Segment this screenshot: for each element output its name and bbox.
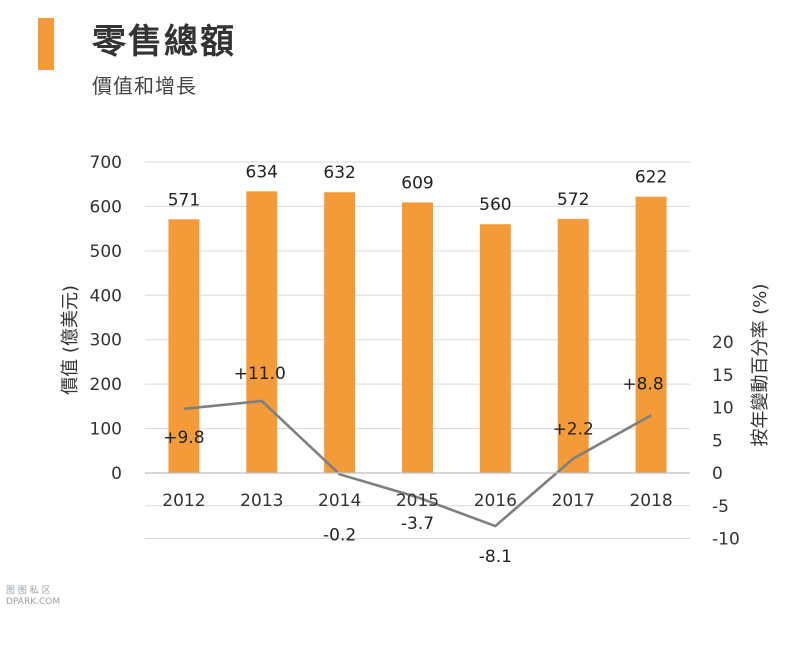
bar-value-label: 560 (479, 195, 511, 215)
page-subtitle: 價值和增長 (92, 74, 197, 98)
bar-value-label: 634 (246, 162, 278, 182)
left-tick-label: 500 (90, 242, 122, 262)
bar (324, 192, 356, 473)
line-value-label: +9.8 (163, 428, 204, 448)
labels: 571 634 632 609 560 572 622 +9.8 +11.0 -0.2 -3.7 -8… (163, 162, 667, 567)
axes: 0 100 200 300 400 500 600 700 -10 -5 0 5 10 15 20 2012 2… (60, 153, 771, 550)
bar (168, 219, 200, 473)
category-label: 2018 (629, 491, 672, 511)
left-tick-label: 300 (90, 331, 122, 351)
bar (557, 218, 589, 473)
left-axis-title: 價值 (億美元) (60, 285, 81, 395)
right-tick-label: 20 (712, 333, 734, 353)
category-label: 2012 (162, 491, 205, 511)
right-tick-label: 10 (712, 399, 734, 419)
right-tick-label: 5 (712, 431, 723, 451)
left-tick-label: 400 (90, 286, 122, 306)
right-axis-title: 按年變動百分率 (%) (750, 284, 771, 447)
bar (246, 191, 278, 473)
line-value-label: -3.7 (401, 514, 434, 534)
bar-value-label: 622 (635, 168, 667, 188)
category-label: 2015 (396, 491, 439, 511)
bar (479, 224, 511, 473)
bar-value-label: 609 (401, 173, 433, 193)
left-tick-label: 600 (90, 197, 122, 217)
title-accent-bar (38, 18, 54, 70)
category-label: 2016 (474, 491, 517, 511)
line-value-label: +8.8 (622, 374, 663, 394)
change-line (183, 399, 652, 528)
right-tick-label: 0 (712, 464, 723, 484)
bar-value-label: 571 (168, 190, 200, 210)
category-label: 2017 (552, 491, 595, 511)
left-tick-label: 200 (90, 375, 122, 395)
bar-value-label: 632 (323, 163, 355, 183)
line-value-label: -8.1 (479, 547, 512, 567)
left-tick-label: 0 (111, 464, 122, 484)
left-tick-label: 700 (90, 153, 122, 173)
right-tick-label: -5 (712, 497, 729, 517)
bar-value-label: 572 (557, 190, 589, 210)
bars (168, 191, 667, 473)
bar (635, 196, 667, 473)
category-label: 2013 (240, 491, 283, 511)
watermark-line2: DPARK.COM (6, 597, 61, 607)
right-tick-label: 15 (712, 366, 734, 386)
line-value-label: +11.0 (234, 364, 286, 384)
page-title: 零售總額 (92, 22, 236, 62)
line-value-label: -0.2 (323, 525, 356, 545)
watermark-line1: 图 图 私 区 (6, 586, 51, 596)
watermark: 图 图 私 区 DPARK.COM (6, 586, 60, 608)
left-tick-label: 100 (90, 420, 122, 440)
right-tick-label: -10 (712, 530, 740, 550)
line-value-label: +2.2 (553, 420, 594, 440)
bar (402, 202, 433, 473)
category-label: 2014 (318, 491, 361, 511)
